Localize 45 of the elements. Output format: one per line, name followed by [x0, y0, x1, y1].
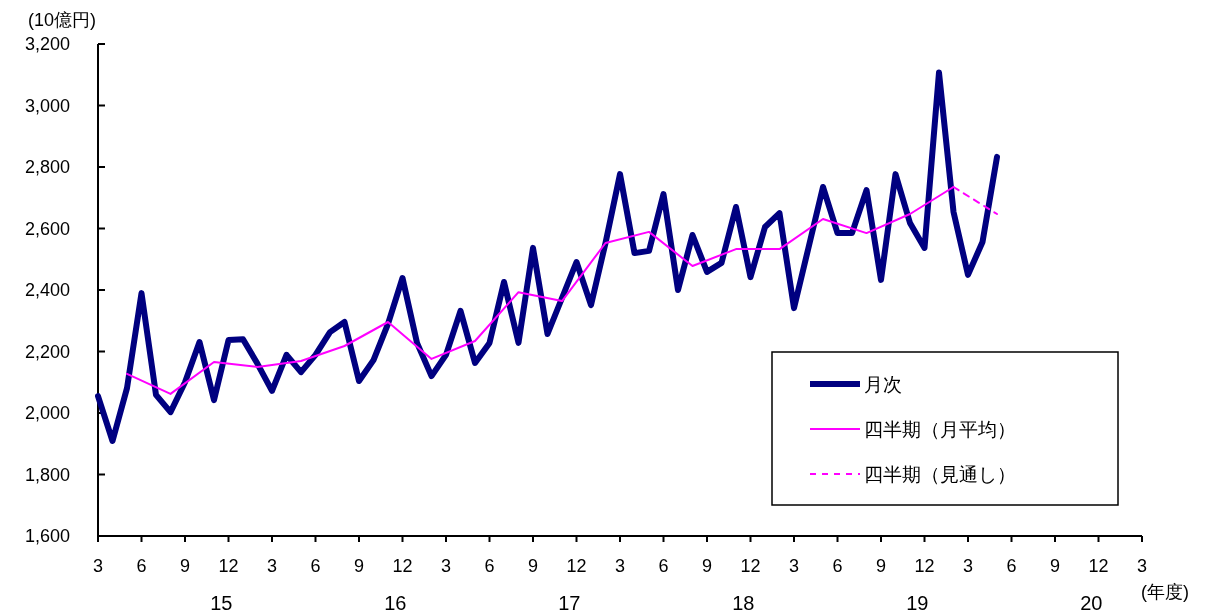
- ytick: 2,000: [24, 403, 70, 423]
- legend-label: 四半期（月平均）: [864, 419, 1016, 440]
- xtick: 12: [914, 556, 935, 576]
- xtick: 3: [615, 556, 625, 576]
- xtick: 6: [310, 556, 321, 576]
- ytick: 2,200: [24, 341, 70, 362]
- ytick: 1,800: [24, 464, 70, 485]
- xtick: 9: [1050, 556, 1060, 576]
- ytick: 2,800: [24, 157, 70, 177]
- xtick: 3: [1137, 556, 1147, 576]
- annotation: 17: [558, 592, 581, 614]
- legend-label: 四半期（見通し）: [864, 464, 1016, 485]
- ytick: 3,200: [24, 34, 70, 54]
- xtick: 12: [218, 556, 239, 576]
- legend-label: 月次: [864, 374, 902, 395]
- annotation: 16: [384, 592, 407, 614]
- annotation: 20: [1080, 592, 1103, 614]
- xtick: 12: [740, 556, 761, 576]
- xtick: 3: [93, 556, 103, 576]
- ytick: 2,400: [24, 280, 70, 300]
- annotation: 18: [732, 592, 755, 614]
- xtick: 6: [136, 556, 147, 576]
- xtick: 12: [566, 556, 587, 576]
- xtick: 3: [963, 556, 973, 576]
- xtick: 9: [354, 556, 364, 576]
- xlabel: (年度): [1141, 582, 1189, 602]
- xtick: 12: [1088, 556, 1109, 576]
- xtick: 12: [392, 556, 413, 576]
- ytick: 2,600: [24, 218, 70, 239]
- ytick: 1,600: [24, 526, 70, 546]
- xtick: 9: [180, 556, 190, 576]
- xtick: 3: [441, 556, 451, 576]
- annotation: 19: [906, 592, 929, 614]
- ytick: 3,000: [24, 95, 70, 116]
- xtick: 3: [789, 556, 799, 576]
- xtick: 6: [1006, 556, 1017, 576]
- xtick: 6: [658, 556, 669, 576]
- ylabel: (10億円): [28, 10, 96, 30]
- xtick: 9: [702, 556, 712, 576]
- xtick: 9: [528, 556, 538, 576]
- xtick: 9: [876, 556, 886, 576]
- xtick: 6: [484, 556, 495, 576]
- annotation: 15: [210, 592, 233, 614]
- xtick: 6: [832, 556, 843, 576]
- xtick: 3: [267, 556, 277, 576]
